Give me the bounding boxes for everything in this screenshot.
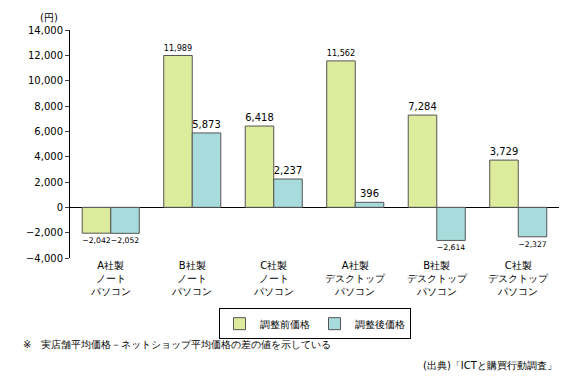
svg-text:−2,614: −2,614	[437, 243, 466, 252]
svg-text:C社製デスクトップパソコン: C社製デスクトップパソコン	[488, 260, 549, 297]
svg-text:14,000: 14,000	[28, 25, 63, 36]
svg-text:−2,327: −2,327	[518, 240, 547, 249]
svg-text:A社製ノートパソコン: A社製ノートパソコン	[90, 260, 131, 297]
svg-text:10,000: 10,000	[28, 75, 63, 86]
svg-text:※ 実店舗平均価格－ネットショップ平均価格の差の値を示してい: ※ 実店舗平均価格－ネットショップ平均価格の差の値を示している	[23, 339, 331, 350]
svg-text:(円): (円)	[40, 12, 58, 23]
svg-text:調整後価格: 調整後価格	[355, 319, 405, 330]
svg-text:6,000: 6,000	[34, 126, 63, 137]
svg-text:396: 396	[360, 188, 379, 199]
svg-text:C社製ノートパソコン: C社製ノートパソコン	[253, 260, 294, 297]
svg-text:0: 0	[57, 202, 63, 213]
svg-text:(出典)「ICTと購買行動調査」: (出典)「ICTと購買行動調査」	[423, 360, 557, 371]
svg-text:5,873: 5,873	[192, 119, 221, 130]
svg-text:調整前価格: 調整前価格	[260, 319, 310, 330]
svg-text:−4,000: −4,000	[26, 253, 63, 264]
svg-text:8,000: 8,000	[34, 101, 63, 112]
svg-text:B社製ノートパソコン: B社製ノートパソコン	[171, 260, 212, 297]
svg-text:4,000: 4,000	[34, 151, 63, 162]
svg-text:−2,052: −2,052	[111, 236, 140, 245]
svg-text:11,989: 11,989	[164, 43, 192, 53]
svg-text:7,284: 7,284	[408, 101, 436, 112]
svg-text:2,237: 2,237	[274, 165, 303, 176]
svg-text:A社製デスクトップパソコン: A社製デスクトップパソコン	[325, 260, 386, 297]
svg-text:−2,042: −2,042	[82, 236, 111, 245]
svg-text:3,729: 3,729	[490, 146, 518, 157]
svg-text:−2,000: −2,000	[26, 227, 63, 238]
svg-text:2,000: 2,000	[34, 177, 63, 188]
svg-text:B社製デスクトップパソコン: B社製デスクトップパソコン	[407, 260, 468, 297]
svg-text:6,418: 6,418	[245, 112, 273, 123]
svg-text:11,562: 11,562	[327, 48, 355, 58]
svg-text:12,000: 12,000	[28, 50, 63, 61]
